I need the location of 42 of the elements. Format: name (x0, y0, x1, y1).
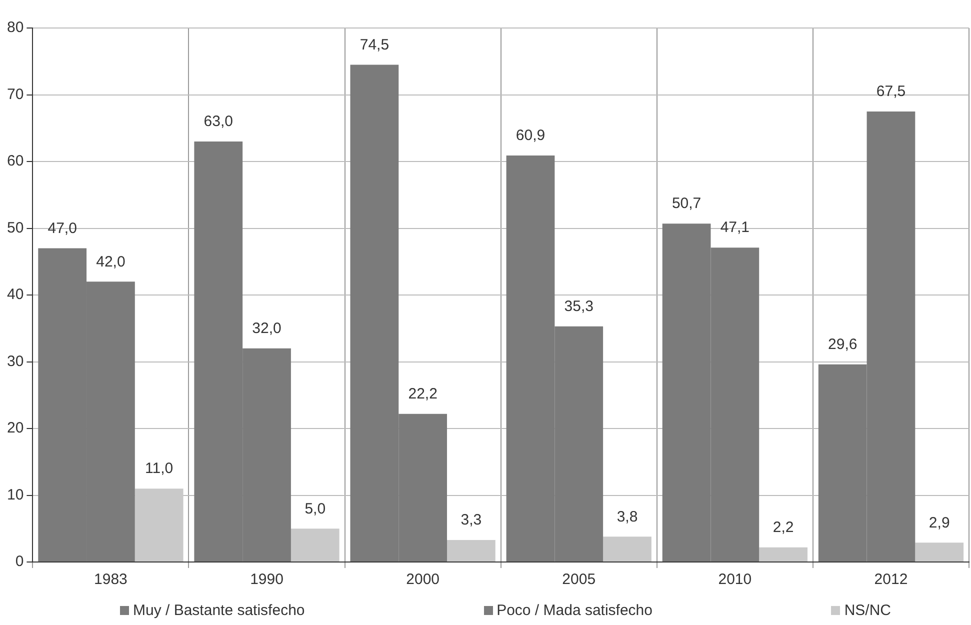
y-tick-label: 50 (6, 219, 24, 236)
y-tick-label: 10 (6, 486, 24, 504)
x-tick-label: 2005 (562, 571, 596, 588)
data-label: 3,8 (616, 508, 638, 526)
data-label: 32,0 (252, 320, 282, 338)
x-tick-label: 2012 (874, 571, 908, 588)
x-tick-label: 1983 (94, 571, 128, 588)
bar (290, 528, 340, 562)
bar (603, 536, 652, 562)
data-label: 35,3 (564, 298, 594, 316)
bar (759, 547, 808, 562)
bar (915, 542, 964, 562)
bar (447, 540, 496, 562)
legend-label: Muy / Bastante satisfecho (133, 602, 305, 619)
data-label: 11,0 (145, 460, 174, 478)
data-label: 2,2 (772, 518, 794, 536)
data-label: 29,6 (828, 336, 858, 354)
y-tick-label: 70 (6, 86, 24, 103)
data-label: 3,3 (460, 512, 482, 529)
data-label: 42,0 (96, 253, 126, 270)
y-tick-label: 0 (15, 553, 24, 570)
data-label: 22,2 (408, 385, 438, 402)
data-label: 47,1 (720, 219, 750, 236)
legend-label: Poco / Mada satisfecho (496, 602, 652, 619)
bar (134, 488, 184, 562)
data-label: 60,9 (516, 127, 546, 144)
y-tick-label: 30 (6, 352, 24, 370)
x-tick-label: 1990 (250, 571, 284, 588)
y-tick-label: 20 (6, 420, 24, 437)
data-label: 5,0 (304, 500, 326, 518)
data-label: 2,9 (928, 514, 950, 532)
x-tick-label: 2000 (406, 571, 440, 588)
data-label: 67,5 (876, 83, 906, 100)
data-label: 50,7 (672, 195, 702, 212)
data-label: 47,0 (48, 220, 77, 237)
y-tick-label: 60 (6, 152, 24, 170)
y-tick-label: 40 (6, 286, 24, 304)
x-tick-label: 2010 (718, 571, 752, 588)
data-label: 63,0 (204, 113, 233, 130)
legend-label: NS/NC (844, 602, 891, 619)
data-label: 74,5 (360, 36, 390, 54)
y-tick-label: 80 (6, 19, 24, 36)
